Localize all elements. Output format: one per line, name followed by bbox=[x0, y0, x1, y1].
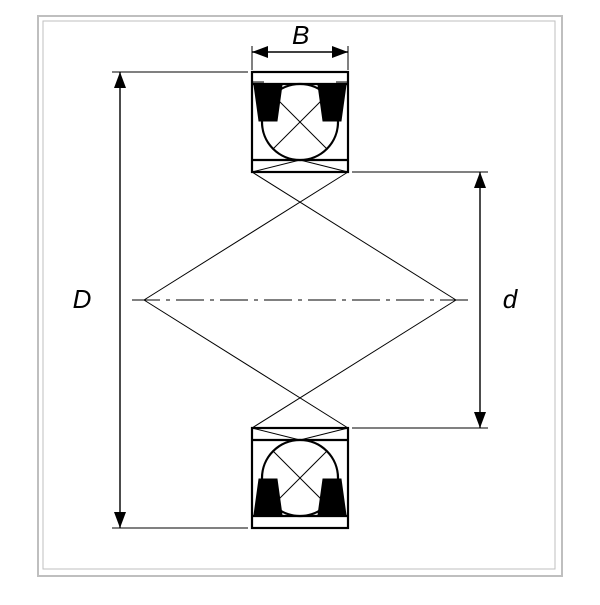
label-bore-diameter: d bbox=[503, 284, 519, 314]
label-width: B bbox=[292, 20, 309, 50]
bearing-diagram: Dd B bbox=[0, 0, 600, 600]
label-outer-diameter: D bbox=[73, 284, 92, 314]
